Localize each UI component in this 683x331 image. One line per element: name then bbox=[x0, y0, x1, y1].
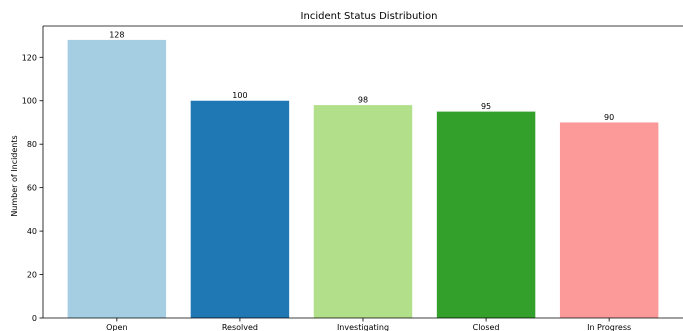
y-axis-label: Number of Incidents bbox=[10, 135, 19, 216]
bar-in-progress bbox=[559, 122, 659, 318]
bar-resolved bbox=[190, 100, 290, 318]
y-tick-label: 80 bbox=[27, 140, 37, 149]
y-tick-label: 100 bbox=[22, 97, 37, 106]
y-tick-label: 0 bbox=[32, 314, 37, 323]
x-tick-label: Resolved bbox=[222, 323, 258, 331]
bar-value-label: 90 bbox=[604, 113, 614, 122]
bar-value-label: 95 bbox=[481, 102, 491, 111]
x-tick-label: Investigating bbox=[337, 323, 389, 331]
chart-title: Incident Status Distribution bbox=[301, 11, 438, 22]
y-tick-label: 40 bbox=[27, 227, 37, 236]
bar-closed bbox=[436, 111, 536, 318]
bar-open bbox=[67, 39, 167, 319]
x-tick-label: Open bbox=[106, 323, 127, 331]
y-tick-label: 20 bbox=[27, 271, 37, 280]
plot-area: 128 100 98 95 90 Open Resolved Investigating Clo… bbox=[22, 25, 683, 331]
bar-value-label: 100 bbox=[232, 91, 247, 100]
bar-value-label: 128 bbox=[109, 30, 124, 39]
x-tick-label: Closed bbox=[473, 323, 500, 331]
y-tick-label: 60 bbox=[27, 184, 37, 193]
y-tick-label: 120 bbox=[22, 53, 37, 62]
bar-investigating bbox=[313, 105, 413, 318]
bar-value-label: 98 bbox=[358, 96, 368, 105]
x-tick-label: In Progress bbox=[587, 323, 631, 331]
